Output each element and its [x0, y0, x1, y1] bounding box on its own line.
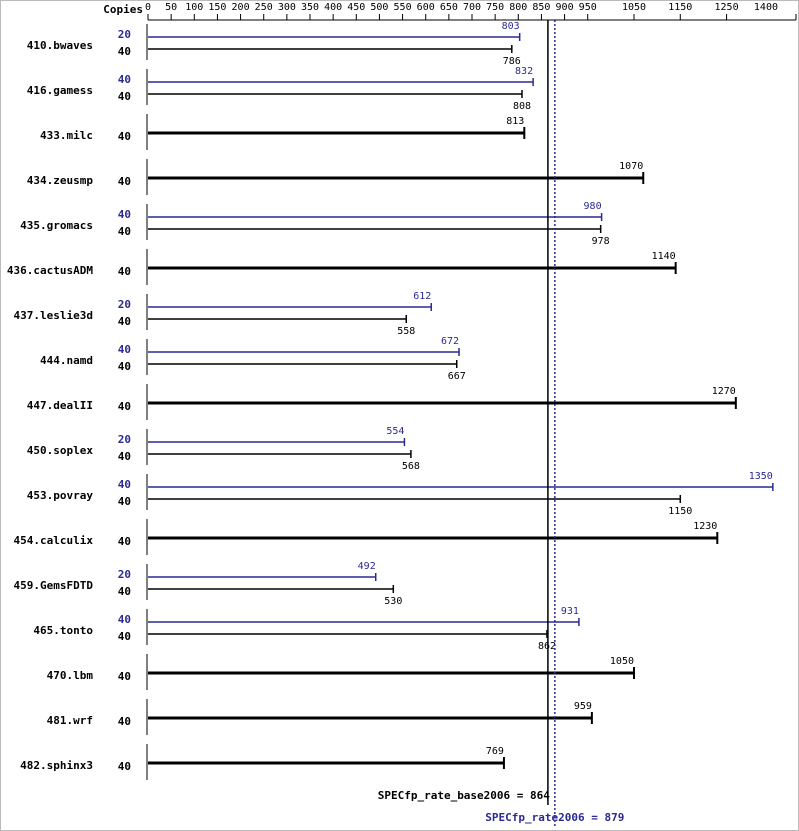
base-summary-label: SPECfp_rate_base2006 = 864 — [378, 789, 551, 802]
base-value-label: 667 — [448, 371, 466, 382]
x-tick-label: 350 — [301, 2, 319, 13]
base-value-label: 862 — [538, 641, 556, 652]
benchmark-label: 481.wrf — [47, 714, 93, 727]
base-value-label: 530 — [384, 596, 402, 607]
x-tick-label: 700 — [463, 2, 481, 13]
x-tick-label: 100 — [185, 2, 203, 13]
x-tick-label: 900 — [556, 2, 574, 13]
base-copies: 40 — [118, 225, 131, 238]
peak-copies: 40 — [118, 208, 131, 221]
x-tick-label: 1400 — [754, 2, 778, 13]
base-value-label: 786 — [503, 56, 521, 67]
x-tick-label: 150 — [208, 2, 226, 13]
benchmark-label: 444.namd — [40, 354, 93, 367]
peak-copies: 20 — [118, 298, 131, 311]
base-value-label: 808 — [513, 101, 531, 112]
x-tick-label: 750 — [486, 2, 504, 13]
x-tick-label: 200 — [232, 2, 250, 13]
base-copies: 40 — [118, 45, 131, 58]
base-value-label: 1140 — [652, 251, 676, 262]
x-tick-label: 650 — [440, 2, 458, 13]
peak-value-label: 931 — [561, 606, 579, 617]
base-copies: 40 — [118, 760, 131, 773]
benchmark-label: 437.leslie3d — [14, 309, 93, 322]
base-value-label: 959 — [574, 701, 592, 712]
base-value-label: 558 — [397, 326, 415, 337]
x-tick-label: 300 — [278, 2, 296, 13]
peak-value-label: 832 — [515, 66, 533, 77]
peak-copies: 40 — [118, 613, 131, 626]
benchmark-label: 436.cactusADM — [7, 264, 93, 277]
base-value-label: 1150 — [668, 506, 692, 517]
base-value-label: 1230 — [693, 521, 717, 532]
copies-header: Copies — [103, 3, 143, 16]
base-copies: 40 — [118, 315, 131, 328]
benchmark-label: 465.tonto — [33, 624, 93, 637]
base-copies: 40 — [118, 175, 131, 188]
x-tick-label: 800 — [509, 2, 527, 13]
base-value-label: 813 — [506, 116, 524, 127]
x-tick-label: 550 — [394, 2, 412, 13]
x-tick-label: 1250 — [715, 2, 739, 13]
benchmark-label: 459.GemsFDTD — [14, 579, 94, 592]
base-copies: 40 — [118, 360, 131, 373]
x-tick-label: 600 — [417, 2, 435, 13]
x-tick-label: 250 — [255, 2, 273, 13]
benchmark-label: 453.povray — [27, 489, 94, 502]
peak-copies: 40 — [118, 478, 131, 491]
x-tick-label: 500 — [370, 2, 388, 13]
benchmark-label: 447.dealII — [27, 399, 93, 412]
benchmark-label: 482.sphinx3 — [20, 759, 93, 772]
benchmark-label: 433.milc — [40, 129, 93, 142]
benchmark-label: 470.lbm — [47, 669, 94, 682]
benchmark-label: 416.gamess — [27, 84, 93, 97]
peak-copies: 40 — [118, 343, 131, 356]
base-copies: 40 — [118, 130, 131, 143]
benchmark-label: 435.gromacs — [20, 219, 93, 232]
base-copies: 40 — [118, 450, 131, 463]
benchmark-label: 434.zeusmp — [27, 174, 94, 187]
x-tick-label: 0 — [145, 2, 151, 13]
x-tick-label: 850 — [532, 2, 550, 13]
base-copies: 40 — [118, 630, 131, 643]
base-value-label: 568 — [402, 461, 420, 472]
base-copies: 40 — [118, 535, 131, 548]
base-value-label: 1050 — [610, 656, 634, 667]
peak-copies: 20 — [118, 433, 131, 446]
peak-summary-label: SPECfp_rate2006 = 879 — [485, 811, 624, 824]
peak-value-label: 554 — [386, 426, 404, 437]
base-value-label: 978 — [592, 236, 610, 247]
benchmark-label: 410.bwaves — [27, 39, 93, 52]
base-copies: 40 — [118, 400, 131, 413]
base-copies: 40 — [118, 715, 131, 728]
base-value-label: 1270 — [712, 386, 736, 397]
benchmark-label: 450.soplex — [27, 444, 94, 457]
base-value-label: 769 — [486, 746, 504, 757]
base-value-label: 1070 — [619, 161, 643, 172]
base-copies: 40 — [118, 670, 131, 683]
peak-copies: 40 — [118, 73, 131, 86]
peak-value-label: 980 — [584, 201, 602, 212]
base-copies: 40 — [118, 90, 131, 103]
peak-value-label: 803 — [502, 21, 520, 32]
peak-copies: 20 — [118, 28, 131, 41]
base-copies: 40 — [118, 585, 131, 598]
base-copies: 40 — [118, 495, 131, 508]
x-tick-label: 950 — [579, 2, 597, 13]
benchmark-label: 454.calculix — [14, 534, 94, 547]
x-tick-label: 400 — [324, 2, 342, 13]
peak-value-label: 1350 — [749, 471, 773, 482]
peak-copies: 20 — [118, 568, 131, 581]
x-tick-label: 50 — [165, 2, 177, 13]
peak-value-label: 612 — [413, 291, 431, 302]
peak-value-label: 492 — [358, 561, 376, 572]
base-copies: 40 — [118, 265, 131, 278]
x-tick-label: 1050 — [622, 2, 646, 13]
x-tick-label: 450 — [347, 2, 365, 13]
peak-value-label: 672 — [441, 336, 459, 347]
x-tick-label: 1150 — [668, 2, 692, 13]
